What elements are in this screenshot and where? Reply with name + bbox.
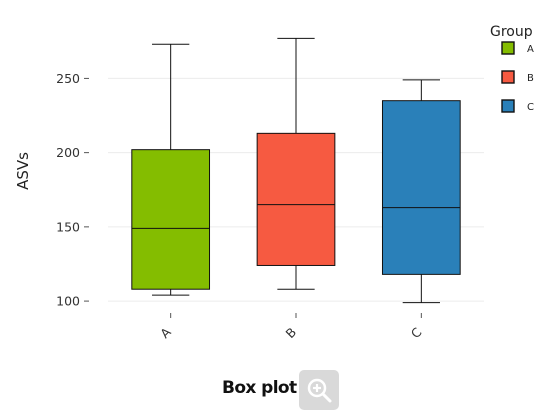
zoom-button[interactable] <box>299 370 339 410</box>
y-tick-label: 250 <box>56 71 80 86</box>
y-axis-title: ASVs <box>14 152 32 190</box>
zoom-in-icon <box>307 378 332 403</box>
box-B <box>256 37 336 290</box>
caption-row: Box plot <box>0 368 560 412</box>
legend-label: B <box>527 73 534 84</box>
legend-item-B[interactable]: B <box>501 70 534 84</box>
legend-label: A <box>527 44 534 55</box>
y-axis-ticks: 100 150 200 250 <box>56 71 89 309</box>
legend[interactable]: Group A B C <box>490 24 534 113</box>
box-C <box>381 79 461 304</box>
legend-label: C <box>527 102 534 113</box>
legend-swatch <box>501 41 515 55</box>
legend-item-A[interactable]: A <box>501 41 534 55</box>
box-plot-chart: 100 150 200 250 A B C ASVs Group A B C <box>14 24 534 341</box>
box-A <box>131 43 211 296</box>
legend-swatch <box>501 70 515 84</box>
y-tick-label: 100 <box>56 294 80 309</box>
x-tick-label: B <box>282 324 299 341</box>
y-tick-label: 150 <box>56 219 80 234</box>
legend-item-C[interactable]: C <box>501 99 534 113</box>
legend-swatch <box>501 99 515 113</box>
chart-caption-title: Box plot <box>222 378 297 398</box>
x-tick-label: C <box>408 324 425 341</box>
x-axis-ticks: A B C <box>157 313 425 341</box>
box-body <box>256 132 336 266</box>
boxes <box>131 37 461 304</box>
y-tick-label: 200 <box>56 145 80 160</box>
box-body <box>381 100 461 275</box>
legend-title: Group <box>490 24 533 40</box>
x-tick-label: A <box>157 324 174 341</box>
box-body <box>131 149 211 290</box>
